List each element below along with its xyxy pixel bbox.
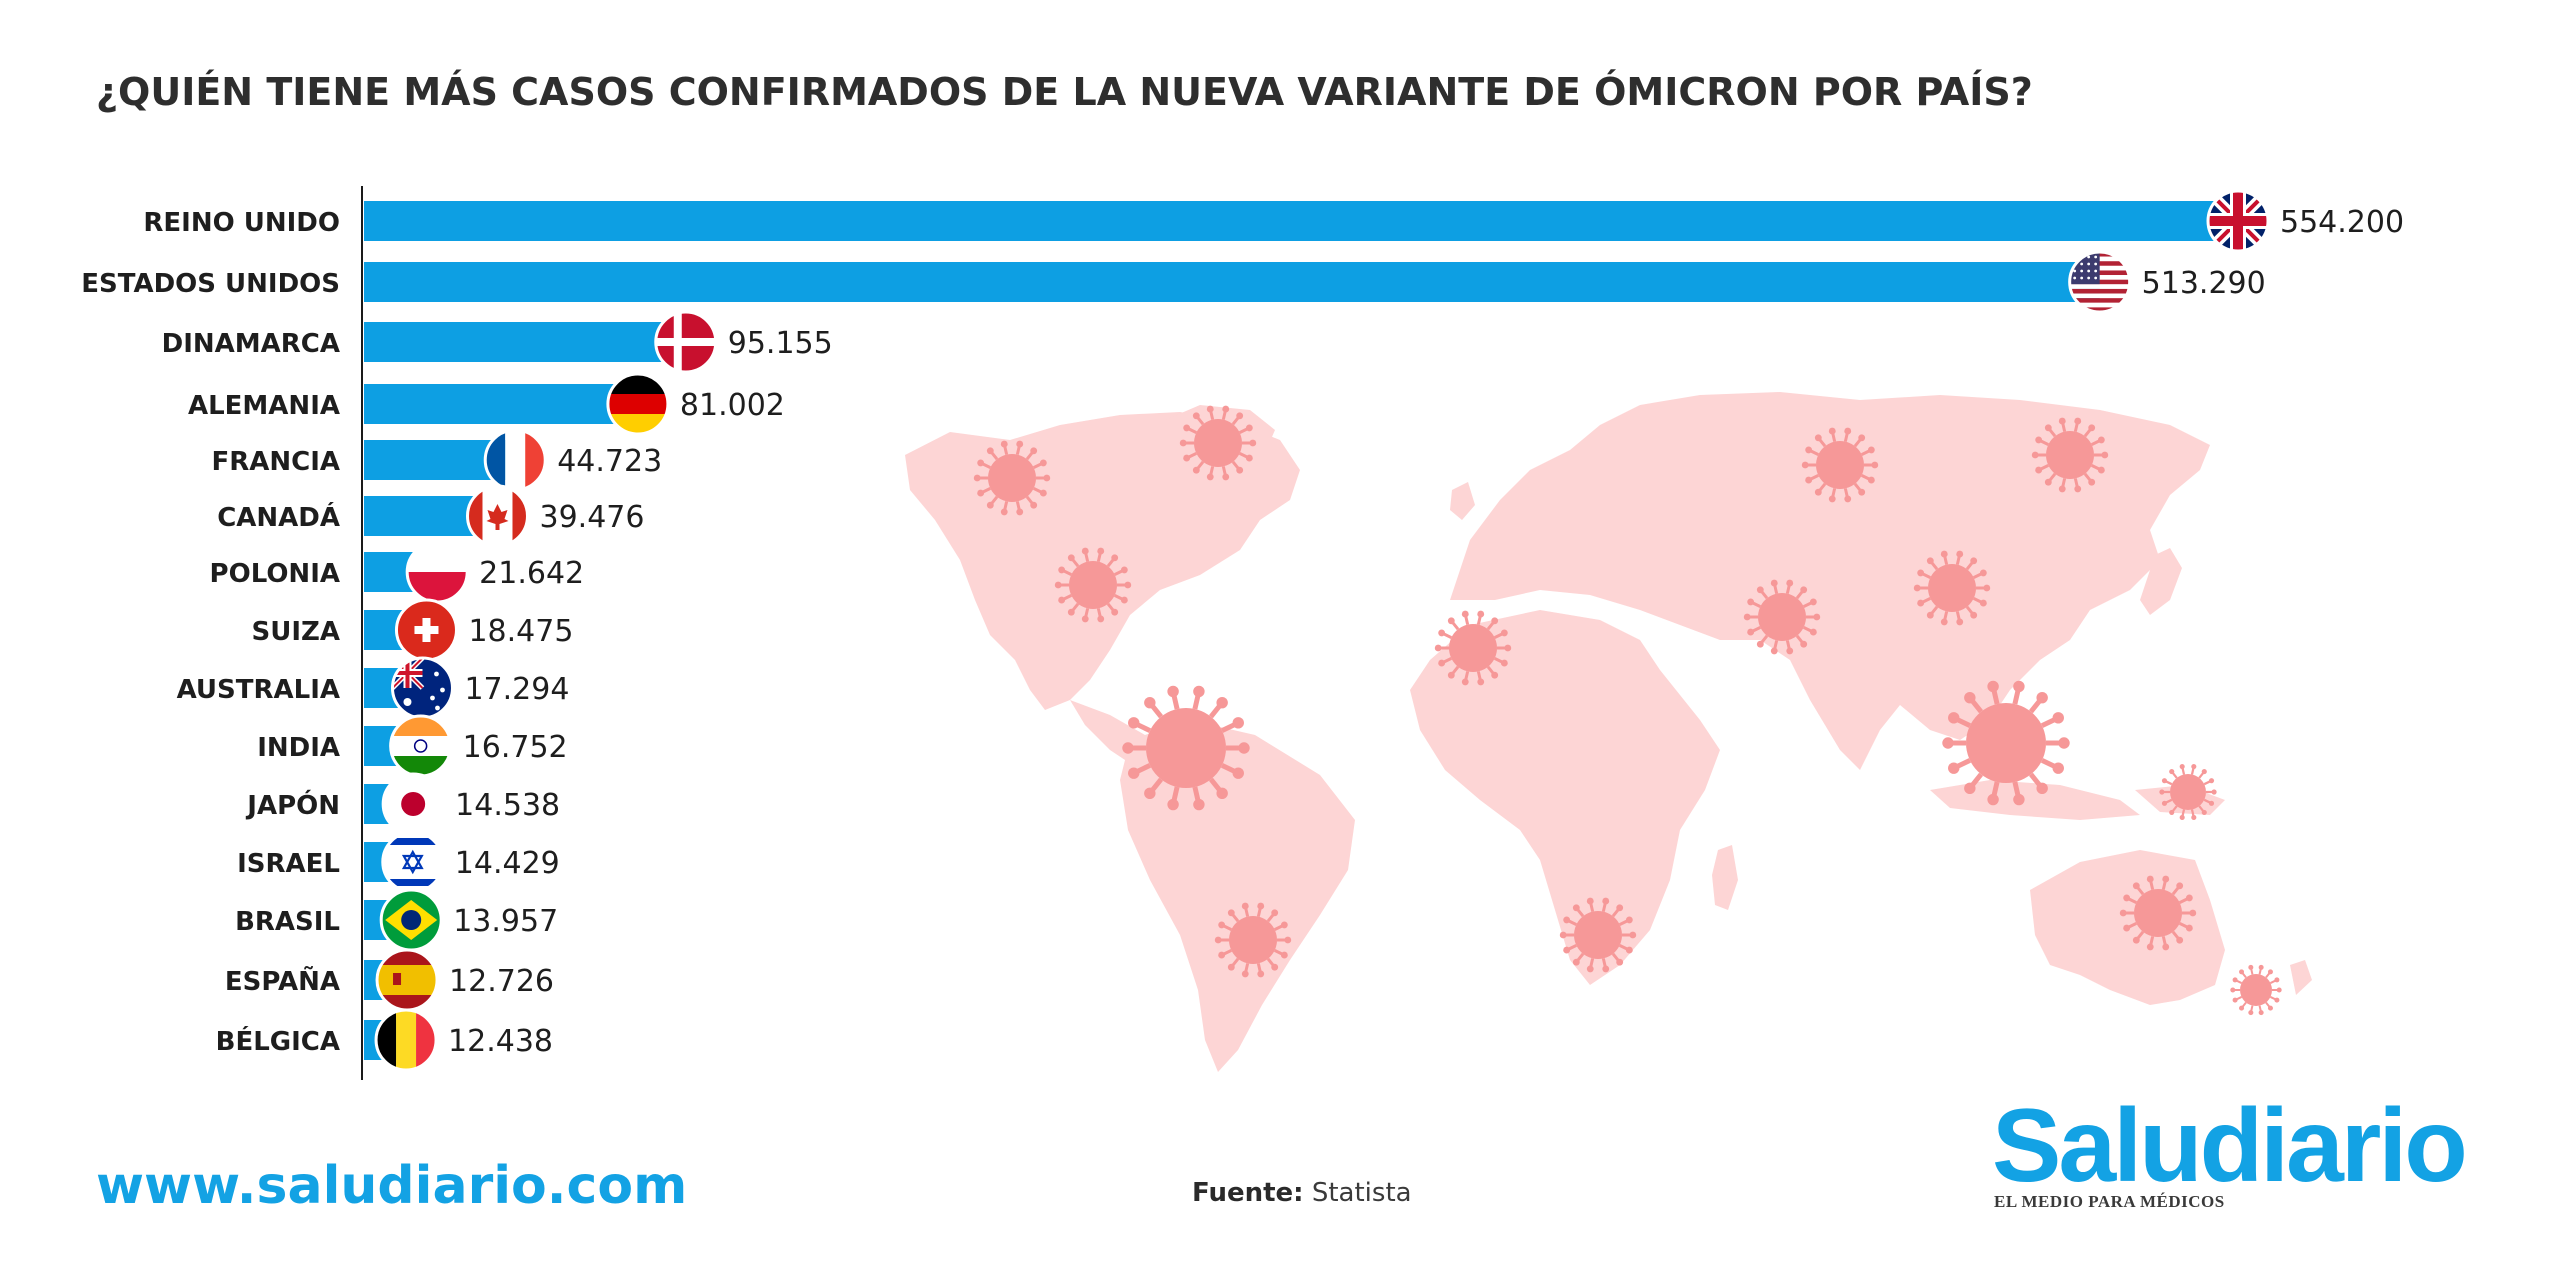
category-label: BÉLGICA: [216, 1025, 340, 1057]
value-label: 44.723: [557, 444, 662, 479]
virus-icon: [2159, 763, 2217, 821]
virus-icon: [1942, 680, 2070, 806]
virus-icon: [1913, 550, 1991, 626]
virus-icon: [2230, 964, 2282, 1016]
value-label: 12.726: [449, 964, 554, 999]
value-label: 39.476: [539, 500, 644, 535]
flag-icon-us: [2068, 250, 2132, 314]
madagascar-landmass: [1712, 845, 1738, 910]
value-label: 18.475: [468, 614, 573, 649]
virus-icon: [2031, 417, 2109, 493]
virus-icon: [973, 440, 1051, 516]
value-label: 13.957: [453, 904, 558, 939]
website-link[interactable]: www.saludiario.com: [96, 1156, 688, 1216]
new-zealand-landmass: [2290, 960, 2312, 995]
bar-dk: [364, 322, 686, 362]
value-label: 14.538: [455, 788, 560, 823]
eurasia-landmass: [1450, 392, 2210, 770]
flag-icon-il: [381, 830, 445, 894]
bar-de: [364, 384, 638, 424]
value-label: 95.155: [728, 326, 833, 361]
value-label: 14.429: [455, 846, 560, 881]
virus-icon: [1214, 902, 1292, 978]
value-label: 81.002: [680, 388, 785, 423]
bars: REINO UNIDO 554.200 ESTADOS UNIDOS 513.290 D…: [81, 189, 2404, 1072]
japan-landmass: [2140, 548, 2182, 615]
flag-icon-br: [379, 888, 443, 952]
virus-icon: [1559, 897, 1637, 973]
brand-logo: Saludiario: [1992, 1088, 2468, 1204]
brand-tagline: EL MEDIO PARA MÉDICOS: [1994, 1192, 2225, 1211]
source-note: Fuente: Statista: [1192, 1178, 1412, 1208]
category-label: POLONIA: [210, 559, 340, 589]
south-america-landmass: [1120, 720, 1355, 1072]
value-label: 513.290: [2142, 266, 2266, 301]
flag-icon-pl: [405, 540, 469, 604]
category-label: REINO UNIDO: [143, 208, 340, 238]
category-label: JAPÓN: [245, 789, 340, 821]
category-label: BRASIL: [235, 907, 340, 937]
category-label: ESTADOS UNIDOS: [81, 269, 340, 299]
category-label: SUIZA: [252, 617, 341, 647]
bar-uk: [364, 201, 2238, 241]
flag-icon-uk: [2206, 189, 2270, 253]
category-label: AUSTRALIA: [177, 675, 340, 705]
virus-icon: [2119, 875, 2197, 951]
virus-markers: [973, 405, 2282, 1016]
virus-icon: [1801, 427, 1879, 503]
category-label: ESPAÑA: [225, 965, 340, 997]
value-label: 16.752: [463, 730, 568, 765]
virus-icon: [1122, 685, 1250, 811]
value-label: 17.294: [464, 672, 569, 707]
indonesia-landmass: [1930, 780, 2140, 820]
value-label: 12.438: [448, 1024, 553, 1059]
source-value: Statista: [1311, 1178, 1412, 1208]
africa-landmass: [1410, 610, 1720, 985]
category-label: DINAMARCA: [162, 329, 340, 359]
world-map: [905, 392, 2312, 1072]
virus-icon: [1743, 579, 1821, 655]
category-label: ISRAEL: [237, 849, 340, 879]
source-label: Fuente:: [1192, 1178, 1304, 1208]
category-label: INDIA: [257, 733, 340, 763]
chart-title: ¿QUIÉN TIENE MÁS CASOS CONFIRMADOS DE LA…: [96, 70, 2033, 114]
flag-icon-es: [375, 948, 439, 1012]
flag-icon-be: [374, 1008, 438, 1072]
value-label: 554.200: [2280, 205, 2404, 240]
flag-icon-ca: [465, 484, 529, 548]
virus-icon: [1054, 547, 1132, 623]
bar-us: [364, 262, 2100, 302]
category-label: FRANCIA: [211, 447, 340, 477]
flag-icon-fr: [483, 428, 547, 492]
virus-icon: [1179, 405, 1257, 481]
flag-icon-ch: [394, 598, 458, 662]
flag-icon-de: [606, 372, 670, 436]
flag-icon-in: [389, 714, 453, 778]
uk-landmass: [1450, 482, 1475, 520]
category-label: CANADÁ: [217, 501, 340, 533]
value-label: 21.642: [479, 556, 584, 591]
category-label: ALEMANIA: [188, 391, 340, 421]
flag-icon-dk: [654, 310, 718, 374]
virus-icon: [1434, 610, 1512, 686]
flag-icon-jp: [381, 772, 445, 836]
flag-icon-au: [390, 656, 454, 720]
